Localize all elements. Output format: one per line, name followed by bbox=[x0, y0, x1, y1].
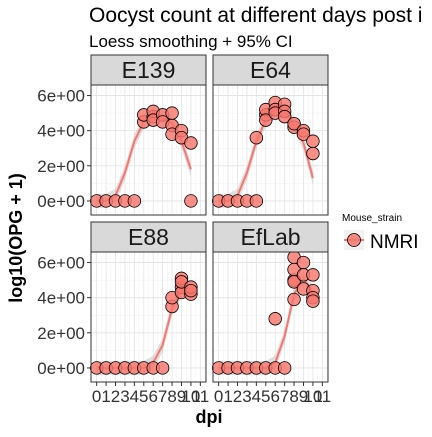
legend: Mouse_strain NMRI bbox=[342, 213, 419, 253]
x-tick-label: 6 bbox=[148, 387, 157, 406]
facet-strip-label: E88 bbox=[128, 224, 169, 250]
x-tick-label: 5 bbox=[261, 387, 270, 406]
y-tick-label: 6e+00 bbox=[37, 87, 85, 106]
data-point bbox=[184, 283, 198, 298]
y-tick-label: 6e+00 bbox=[37, 254, 85, 273]
data-point bbox=[268, 312, 282, 326]
facet-panels: E139 0e+00 2e+00 4e+00 6e+00 E64 E88 0e+00 2e+00… bbox=[37, 54, 332, 406]
legend-title: Mouse_strain bbox=[342, 213, 402, 224]
data-point bbox=[306, 294, 320, 308]
data-point bbox=[296, 255, 311, 270]
y-tick-label: 2e+00 bbox=[37, 157, 85, 176]
x-tick-label: 2 bbox=[233, 387, 242, 406]
x-axis-label: dpi bbox=[196, 407, 223, 427]
x-tick-label: 7 bbox=[158, 387, 167, 406]
data-point bbox=[306, 268, 320, 282]
data-point bbox=[287, 275, 301, 289]
x-tick-label: 2 bbox=[111, 387, 120, 406]
data-point bbox=[155, 361, 170, 375]
x-tick-label: 9 bbox=[177, 387, 186, 406]
y-tick-label: 2e+00 bbox=[37, 324, 85, 343]
facet-panel-e139: E139 0e+00 2e+00 4e+00 6e+00 bbox=[37, 54, 207, 216]
x-tick-label: 4 bbox=[130, 387, 139, 406]
data-point bbox=[277, 109, 292, 124]
data-point bbox=[287, 116, 301, 131]
x-tick-label: 1 bbox=[223, 387, 232, 406]
x-tick-label: 8 bbox=[167, 387, 176, 406]
facet-strip-label: E139 bbox=[122, 57, 176, 83]
chart-subtitle: Loess smoothing + 95% CI bbox=[89, 32, 293, 51]
facet-panel-e64: E64 bbox=[211, 54, 329, 216]
data-point bbox=[165, 106, 179, 120]
facet-strip bbox=[90, 54, 207, 86]
data-point bbox=[184, 194, 198, 208]
legend-entry-nmri: NMRI bbox=[370, 232, 419, 253]
data-point bbox=[249, 194, 264, 208]
x-tick-label: 9 bbox=[299, 387, 308, 406]
x-tick-label: 8 bbox=[289, 387, 298, 406]
data-point bbox=[306, 134, 320, 148]
y-tick-label: 0e+00 bbox=[37, 192, 85, 211]
x-tick-label: 11 bbox=[192, 387, 210, 406]
x-tick-label: 3 bbox=[120, 387, 129, 406]
x-tick-label: 10 bbox=[181, 387, 200, 406]
x-tick-label: 0 bbox=[92, 387, 101, 406]
y-tick-label: 4e+00 bbox=[37, 289, 85, 308]
y-axis-label: log10(OPG + 1) bbox=[6, 173, 26, 303]
y-tick-label: 0e+00 bbox=[37, 359, 85, 378]
y-tick-label: 4e+00 bbox=[37, 122, 85, 141]
facet-strip-label: E64 bbox=[250, 57, 291, 83]
x-tick-label: 6 bbox=[270, 387, 279, 406]
data-point bbox=[306, 146, 320, 161]
x-tick-label: 0 bbox=[214, 387, 223, 406]
data-point bbox=[127, 194, 142, 208]
data-point bbox=[287, 292, 301, 307]
x-tick-label: 1 bbox=[101, 387, 110, 406]
confidence-band bbox=[218, 100, 313, 208]
data-point bbox=[277, 361, 292, 375]
data-point bbox=[296, 127, 311, 141]
data-point bbox=[184, 136, 198, 150]
x-tick-label: 4 bbox=[252, 387, 261, 406]
x-tick-label: 3 bbox=[242, 387, 251, 406]
data-point bbox=[259, 113, 273, 127]
legend-key-point bbox=[347, 233, 361, 247]
facet-strip bbox=[212, 54, 329, 86]
facet-strip bbox=[212, 221, 329, 253]
x-tick-label: 10 bbox=[303, 387, 322, 406]
facet-strip bbox=[90, 221, 207, 253]
data-point bbox=[249, 131, 264, 145]
chart-title: Oocyst count at different days post i bbox=[89, 4, 422, 27]
x-tick-label: 5 bbox=[139, 387, 148, 406]
facet-strip-label: EfLab bbox=[240, 224, 300, 250]
x-tick-label: 7 bbox=[280, 387, 289, 406]
x-tick-label: 11 bbox=[314, 387, 332, 406]
